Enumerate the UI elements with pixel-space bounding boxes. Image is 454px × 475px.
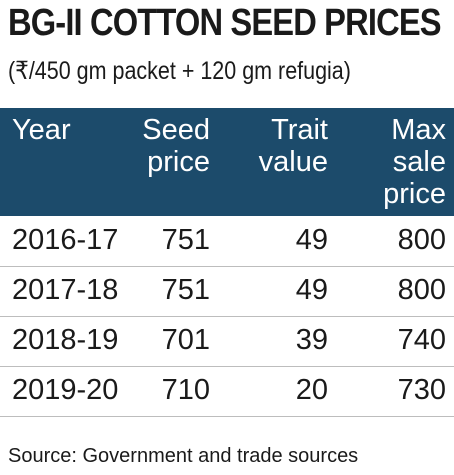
- table-row: 2017-18 751 49 800: [0, 266, 454, 317]
- table-cell: 49: [295, 274, 328, 306]
- table-cell: 39: [295, 324, 328, 356]
- table-row: 2019-20 710 20 730: [0, 366, 454, 417]
- table-cell: 49: [295, 224, 328, 256]
- column-header: Seed price: [142, 114, 210, 178]
- column-header: Year: [12, 114, 71, 146]
- table-cell: 2019-20: [12, 374, 119, 406]
- subtitle: (₹/450 gm packet + 120 gm refugia): [8, 57, 351, 85]
- table-row: 2016-17 751 49 800: [0, 216, 454, 267]
- table-cell: 701: [161, 324, 210, 356]
- table-cell: 751: [161, 274, 210, 306]
- table-cell: 800: [397, 224, 446, 256]
- column-header: Trait value: [258, 114, 328, 178]
- table-cell: 730: [397, 374, 446, 406]
- table-header: Year Seed price Trait value Max sale price: [0, 108, 454, 216]
- title: BG-II COTTON SEED PRICES: [8, 2, 442, 44]
- table-cell: 20: [295, 374, 328, 406]
- table-cell: 800: [397, 274, 446, 306]
- table-cell: 2018-19: [12, 324, 119, 356]
- table-cell: 751: [161, 224, 210, 256]
- table-cell: 2017-18: [12, 274, 119, 306]
- source: Source: Government and trade sources: [8, 445, 359, 467]
- table-row: 2018-19 701 39 740: [0, 316, 454, 367]
- table-cell: 710: [161, 374, 210, 406]
- table-cell: 740: [397, 324, 446, 356]
- table-cell: 2016-17: [12, 224, 119, 256]
- column-header: Max sale price: [383, 114, 446, 210]
